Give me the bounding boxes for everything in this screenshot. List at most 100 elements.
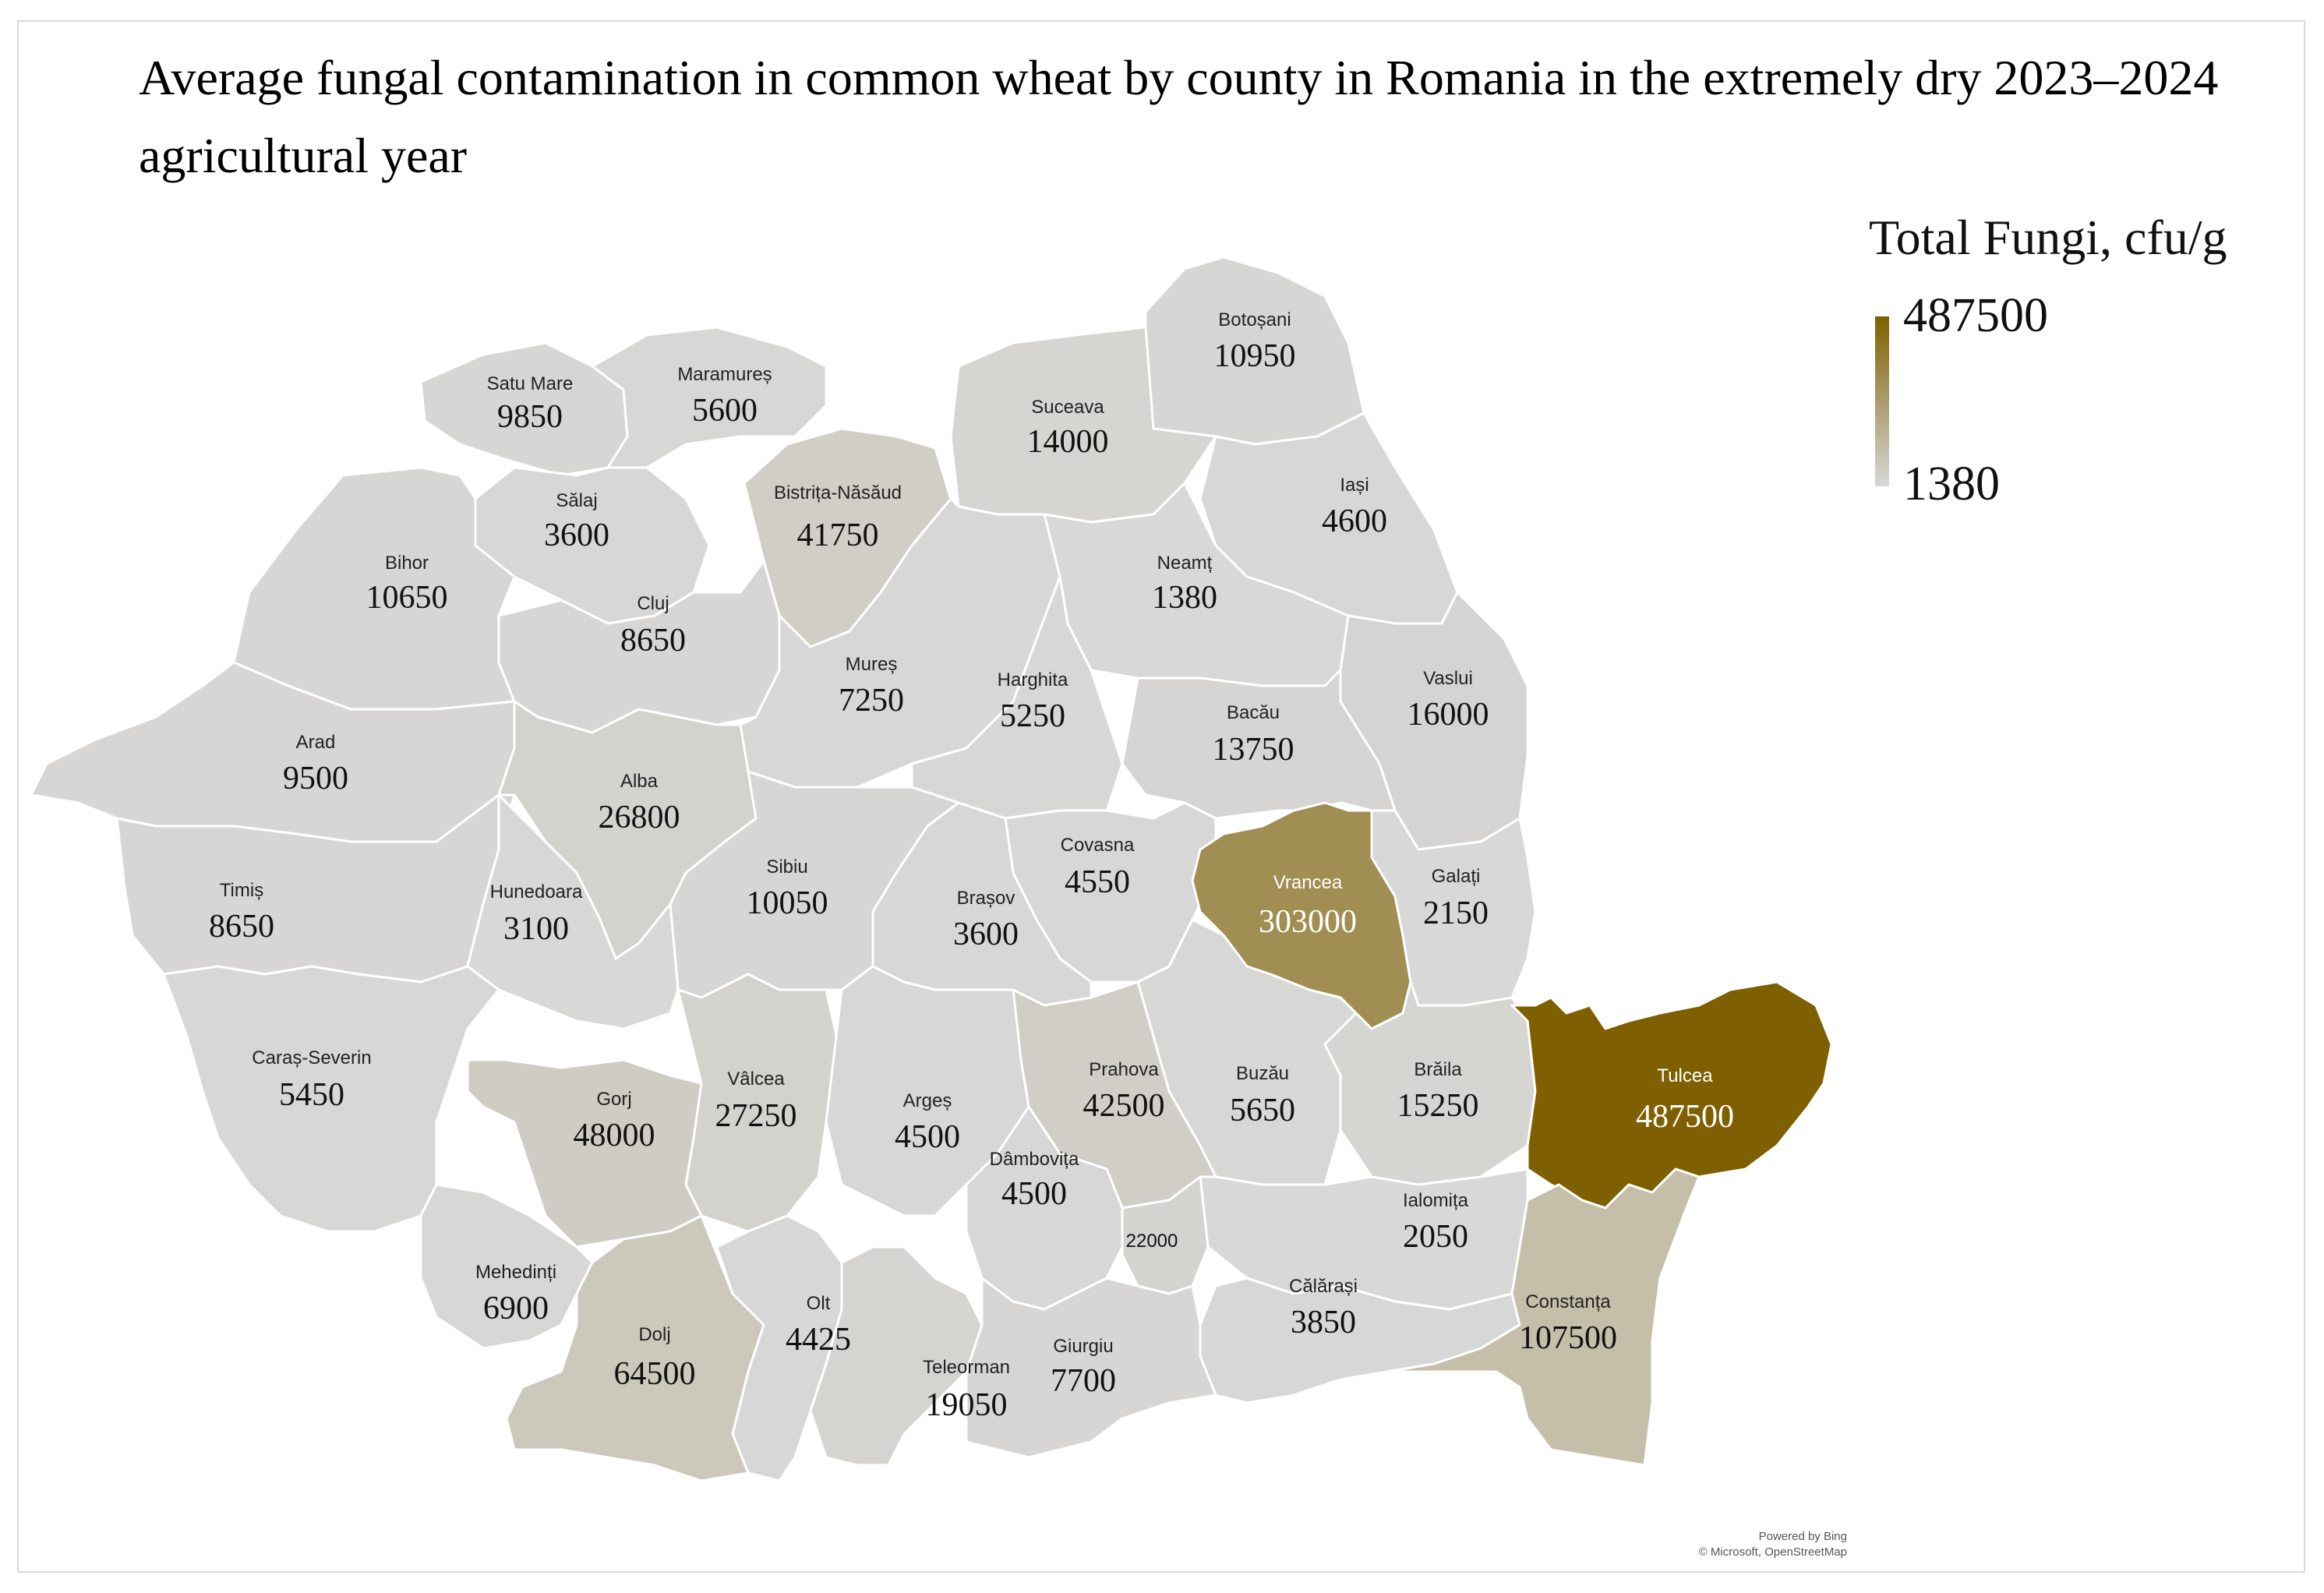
- county-value-salaj: 3600: [544, 517, 609, 553]
- county-value-cluj: 8650: [620, 623, 686, 659]
- county-name-arad: Arad: [296, 732, 336, 753]
- county-value-calarasi: 3850: [1291, 1305, 1356, 1340]
- county-value-gorj: 48000: [574, 1118, 655, 1153]
- county-value-maramures: 5600: [692, 393, 758, 429]
- county-name-botosani: Botoșani: [1218, 309, 1291, 330]
- county-name-galati: Galați: [1432, 866, 1481, 887]
- county-value-buzau: 5650: [1230, 1093, 1295, 1129]
- county-value-brasov: 3600: [953, 917, 1019, 952]
- county-name-buzau: Buzău: [1236, 1063, 1289, 1084]
- county-caras-severin: [162, 965, 500, 1233]
- county-name-giurgiu: Giurgiu: [1053, 1336, 1113, 1357]
- county-tulcea: [1510, 980, 1833, 1210]
- county-name-valcea: Vâlcea: [727, 1068, 785, 1090]
- county-hunedoara: [466, 793, 680, 1030]
- county-name-braila: Brăila: [1414, 1059, 1462, 1080]
- legend-title: Total Fungi, cfu/g: [1869, 210, 2227, 265]
- county-name-olt: Olt: [807, 1293, 831, 1314]
- county-value-covasna: 4550: [1065, 864, 1130, 900]
- county-value-ialomita: 2050: [1403, 1219, 1468, 1255]
- county-value-iasi: 4600: [1322, 503, 1387, 539]
- county-name-hunedoara: Hunedoara: [490, 881, 583, 902]
- county-value-bacau: 13750: [1213, 732, 1294, 768]
- county-name-suceava: Suceava: [1031, 397, 1104, 418]
- county-shapes: [30, 256, 1833, 1482]
- county-name-vrancea: Vrancea: [1273, 872, 1343, 893]
- county-value-hunedoara: 3100: [503, 911, 569, 947]
- county-value-botosani: 10950: [1214, 338, 1296, 374]
- county-name-bistrita-nasaud: Bistrița-Năsăud: [774, 482, 902, 503]
- credit-powered-by: Powered by Bing: [1758, 1530, 1847, 1543]
- county-name-satu-mare: Satu Mare: [487, 373, 574, 394]
- legend-max-label: 487500: [1903, 289, 2048, 342]
- county-value-giurgiu: 7700: [1051, 1363, 1116, 1399]
- county-name-dambovita: Dâmbovița: [990, 1149, 1079, 1170]
- county-value-harghita: 5250: [1000, 698, 1065, 734]
- county-name-harghita: Harghita: [998, 669, 1068, 691]
- county-name-constanta: Constanța: [1525, 1291, 1611, 1312]
- county-constanta: [1386, 1167, 1701, 1467]
- county-braila: [1323, 980, 1537, 1186]
- county-value-teleorman: 19050: [926, 1387, 1008, 1423]
- county-value-unlabeled-33: 22000: [1126, 1231, 1178, 1252]
- county-mehedinti: [419, 1183, 594, 1350]
- county-value-mehedinti: 6900: [483, 1291, 549, 1326]
- map-title: Average fungal contamination in common w…: [139, 50, 2219, 183]
- county-name-bihor: Bihor: [385, 553, 429, 574]
- county-value-suceava: 14000: [1027, 424, 1109, 460]
- county-value-bistrita-nasaud: 41750: [797, 517, 879, 553]
- county-name-brasov: Brașov: [957, 888, 1015, 909]
- county-name-iasi: Iași: [1340, 475, 1369, 496]
- map-credit: Powered by Bing © Microsoft, OpenStreetM…: [1637, 1529, 1847, 1560]
- county-value-vrancea: 303000: [1259, 904, 1357, 940]
- county-value-caras-severin: 5450: [279, 1077, 344, 1113]
- county-value-timis: 8650: [209, 909, 274, 945]
- county-value-galati: 2150: [1423, 895, 1489, 931]
- county-value-vaslui: 16000: [1407, 697, 1489, 733]
- county-name-dolj: Dolj: [638, 1324, 670, 1345]
- county-name-neamt: Neamț: [1157, 553, 1213, 574]
- county-value-dolj: 64500: [614, 1356, 696, 1392]
- county-name-alba: Alba: [620, 771, 659, 792]
- county-name-covasna: Covasna: [1061, 835, 1135, 856]
- county-value-sibiu: 10050: [747, 885, 828, 921]
- county-value-arges: 4500: [895, 1119, 960, 1155]
- county-value-satu-mare: 9850: [497, 399, 563, 435]
- county-name-gorj: Gorj: [596, 1089, 631, 1110]
- county-name-salaj: Sălaj: [556, 490, 597, 511]
- county-name-ialomita: Ialomița: [1403, 1190, 1469, 1211]
- county-galati: [1370, 809, 1537, 1007]
- legend-color-ramp: [1875, 316, 1889, 486]
- county-teleorman: [809, 1245, 984, 1467]
- county-value-neamt: 1380: [1152, 580, 1217, 616]
- county-name-sibiu: Sibiu: [766, 857, 807, 878]
- county-dolj: [505, 1214, 765, 1482]
- county-name-calarasi: Călărași: [1289, 1276, 1358, 1297]
- county-maramures: [591, 326, 828, 469]
- county-salaj: [474, 466, 711, 625]
- county-name-prahova: Prahova: [1089, 1059, 1159, 1080]
- county-value-arad: 9500: [283, 761, 348, 796]
- county-name-caras-severin: Caraș-Severin: [252, 1047, 371, 1068]
- county-value-prahova: 42500: [1083, 1088, 1165, 1124]
- county-value-constanta: 107500: [1519, 1320, 1617, 1356]
- county-name-tulcea: Tulcea: [1657, 1065, 1713, 1086]
- county-name-mehedinti: Mehedinți: [475, 1262, 556, 1283]
- county-name-mures: Mureș: [846, 654, 898, 675]
- county-value-olt: 4425: [786, 1322, 851, 1358]
- county-name-arges: Argeș: [903, 1090, 952, 1111]
- county-name-maramures: Maramureș: [677, 364, 772, 385]
- county-value-dambovita: 4500: [1001, 1176, 1067, 1212]
- credit-attribution: © Microsoft, OpenStreetMap: [1698, 1545, 1847, 1559]
- county-name-vaslui: Vaslui: [1423, 668, 1473, 689]
- county-giurgiu: [965, 1277, 1217, 1459]
- county-name-teleorman: Teleorman: [923, 1357, 1010, 1378]
- county-value-braila: 15250: [1397, 1088, 1479, 1124]
- county-value-tulcea: 487500: [1636, 1099, 1734, 1135]
- county-labels: Satu Mare 9850 Maramureș 5600 Botoșani 10950 S…: [209, 309, 1734, 1423]
- county-name-bacau: Bacău: [1227, 702, 1280, 723]
- county-name-cluj: Cluj: [637, 593, 669, 614]
- county-value-valcea: 27250: [715, 1098, 797, 1134]
- county-value-mures: 7250: [839, 683, 904, 719]
